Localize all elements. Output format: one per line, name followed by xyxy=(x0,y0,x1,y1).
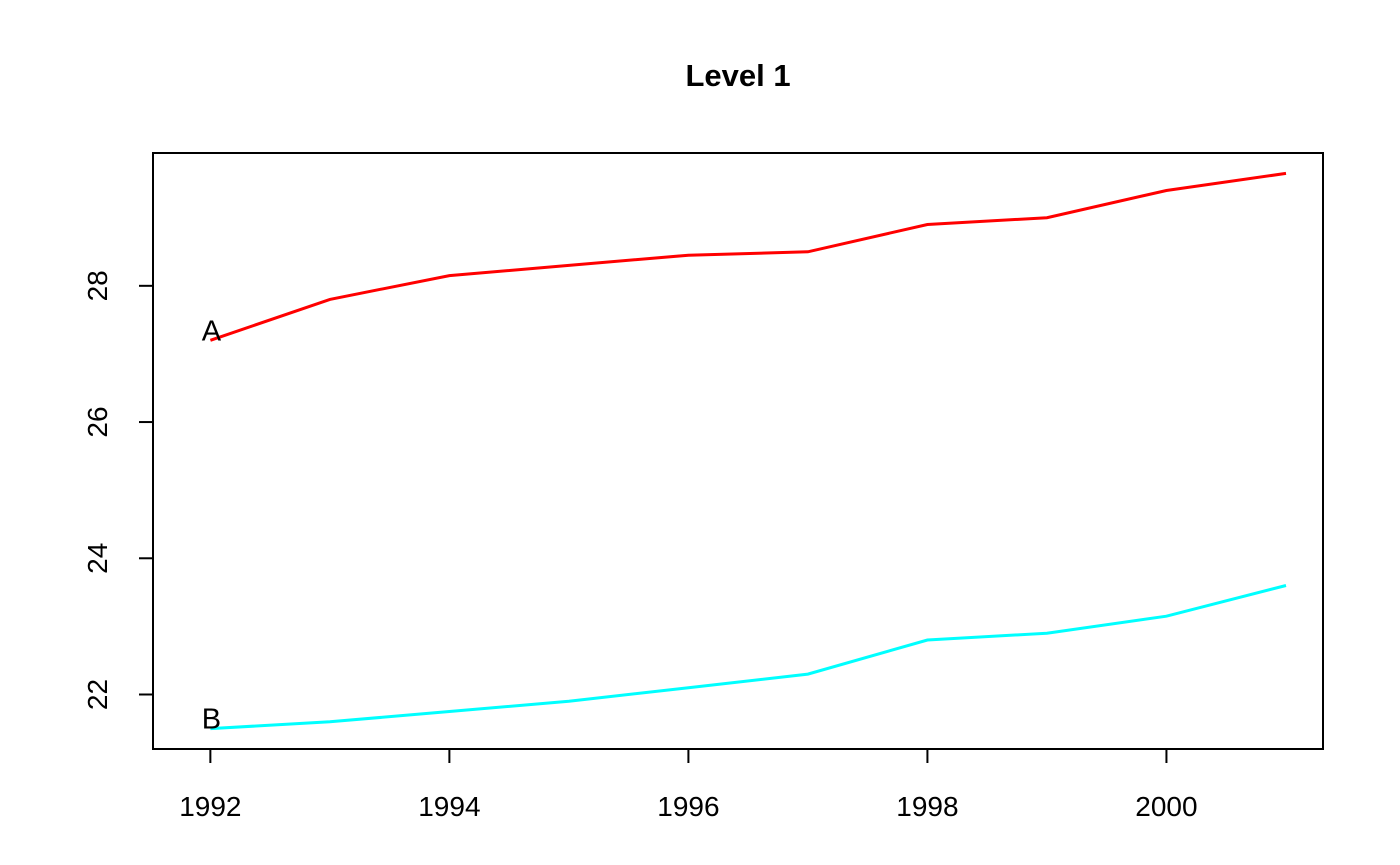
x-axis-tick-label: 1994 xyxy=(418,791,480,822)
x-axis-tick-label: 2000 xyxy=(1135,791,1197,822)
x-axis-tick-label: 1998 xyxy=(896,791,958,822)
y-axis-tick-label: 24 xyxy=(82,543,113,574)
x-axis-tick-label: 1996 xyxy=(657,791,719,822)
series-line-B xyxy=(210,584,1287,731)
series-label-A: A xyxy=(202,315,222,347)
series-line-A xyxy=(209,171,1287,342)
series-label-B: B xyxy=(202,704,221,736)
y-axis-tick-label: 26 xyxy=(82,406,113,437)
y-axis-tick-label: 28 xyxy=(82,270,113,301)
x-axis-tick-label: 1992 xyxy=(179,791,241,822)
y-axis-tick-label: 22 xyxy=(82,679,113,710)
chart-title: Level 1 xyxy=(685,58,791,93)
plot-box xyxy=(152,152,1324,750)
